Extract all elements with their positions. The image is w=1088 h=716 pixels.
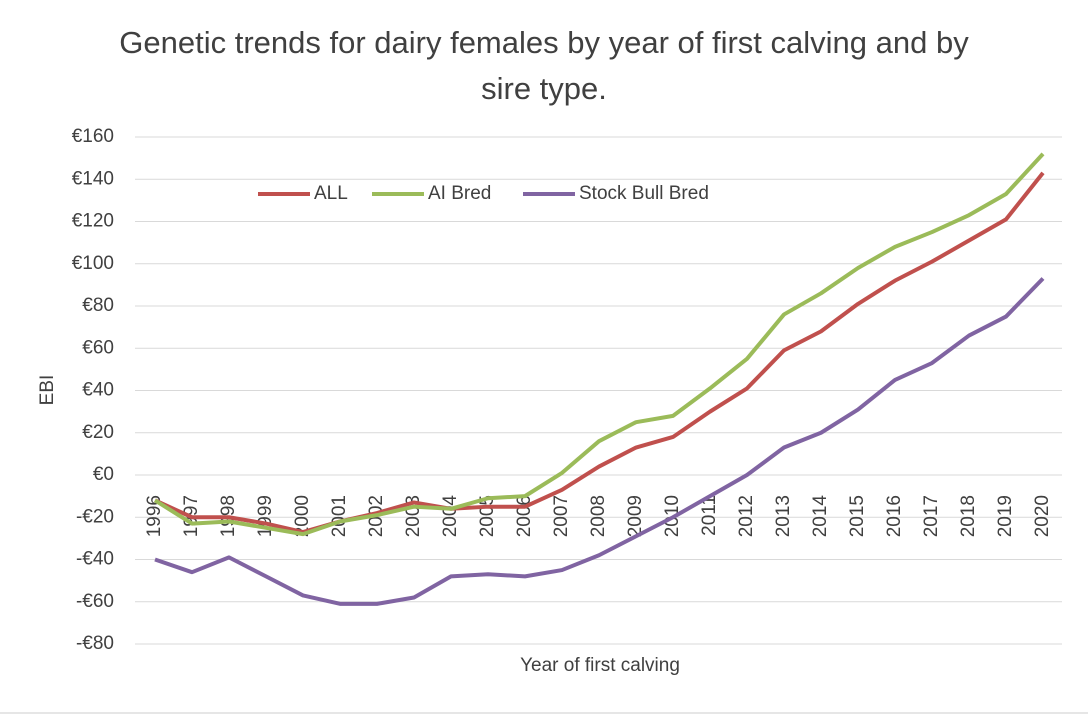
x-tick-label: 2008 xyxy=(588,495,609,537)
y-tick-label: -€60 xyxy=(76,591,114,612)
x-tick-label: 2017 xyxy=(921,495,942,537)
y-tick-label: €160 xyxy=(72,126,114,147)
legend-label: AI Bred xyxy=(428,183,491,204)
series-line xyxy=(154,277,1045,606)
x-tick-label: 2014 xyxy=(810,495,831,538)
y-tick-label: €60 xyxy=(82,337,114,358)
chart-title: Genetic trends for dairy females by year… xyxy=(119,25,969,106)
y-axis-title: EBI xyxy=(37,375,58,406)
x-tick-label: 2001 xyxy=(329,495,350,537)
y-tick-label: €140 xyxy=(72,168,114,189)
x-tick-label: 2006 xyxy=(514,495,535,537)
x-tick-label: 2012 xyxy=(736,495,757,537)
x-tick-label: 2015 xyxy=(847,495,868,537)
x-tick-label: 2000 xyxy=(292,495,313,537)
y-tick-label: -€20 xyxy=(76,506,114,527)
y-tick-label: -€40 xyxy=(76,549,114,570)
x-tick-label: 2009 xyxy=(625,495,646,537)
series-line xyxy=(154,171,1045,535)
x-axis-title: Year of first calving xyxy=(520,655,680,676)
y-tick-label: €80 xyxy=(82,295,114,316)
y-tick-label: €120 xyxy=(72,211,114,232)
x-tick-label: 2020 xyxy=(1032,495,1053,537)
x-tick-label: 2004 xyxy=(440,495,461,538)
legend-label: ALL xyxy=(314,183,348,204)
x-tick-label: 2013 xyxy=(773,495,794,537)
y-tick-label: -€80 xyxy=(76,633,114,654)
x-tick-label: 2007 xyxy=(551,495,572,537)
y-tick-label: €100 xyxy=(72,253,114,274)
legend-label: Stock Bull Bred xyxy=(579,183,709,204)
x-tick-label: 2018 xyxy=(958,495,979,537)
x-tick-label: 2019 xyxy=(995,495,1016,537)
y-tick-label: €0 xyxy=(93,464,114,485)
series-line xyxy=(153,152,1045,537)
x-tick-label: 2016 xyxy=(884,495,905,537)
y-tick-label: €20 xyxy=(82,422,114,443)
y-tick-label: €40 xyxy=(82,380,114,401)
x-tick-label: 2011 xyxy=(699,495,720,536)
